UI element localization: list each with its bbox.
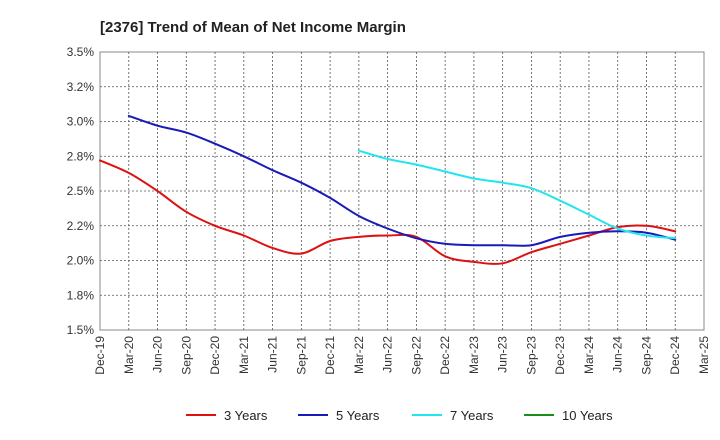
legend-label-5-years: 5 Years [336,408,380,423]
x-tick-label: Sep-20 [179,336,193,375]
x-tick-label: Sep-21 [294,336,308,375]
x-tick-label: Sep-24 [639,336,653,375]
series-line-5-years [127,114,677,247]
y-tick-label: 3.0% [67,115,95,129]
x-tick-label: Jun-23 [496,336,510,373]
x-tick-label: Mar-23 [467,336,481,374]
x-tick-label: Jun-22 [381,336,395,373]
x-tick-label: Dec-21 [323,336,337,375]
x-tick-label: Dec-23 [553,336,567,375]
series-line-7-years [357,149,677,240]
x-tick-label: Dec-19 [93,336,107,375]
y-tick-label: 2.0% [67,254,95,268]
grid-lines [100,52,704,330]
x-tick-label: Sep-22 [409,336,423,375]
y-tick-label: 1.5% [67,323,95,337]
series-lines [99,114,677,265]
legend-label-10-years: 10 Years [562,408,613,423]
legend-label-3-years: 3 Years [224,408,268,423]
x-tick-label: Dec-22 [438,336,452,375]
y-tick-label: 2.2% [67,219,95,233]
y-tick-label: 3.5% [67,45,95,59]
y-tick-label: 3.2% [67,80,95,94]
y-tick-label: 2.5% [67,184,95,198]
x-tick-label: Mar-24 [582,336,596,374]
legend: 3 Years 5 Years 7 Years 10 Years [186,408,613,423]
x-tick-label: Mar-21 [237,336,251,374]
x-tick-label: Dec-24 [668,336,682,375]
x-axis-ticks: Dec-19 Mar-20 Jun-20 Sep-20 Dec-20 Mar-21 Jun-… [93,336,711,375]
y-tick-label: 2.8% [67,149,95,163]
x-tick-label: Jun-21 [266,336,280,373]
series-line-3-years [99,159,677,265]
x-tick-label: Sep-23 [524,336,538,375]
y-axis-ticks: 1.5% 1.8% 2.0% 2.2% 2.5% 2.8% 3.0% 3.2% 3.5% [67,45,95,337]
y-tick-label: 1.8% [67,288,95,302]
x-tick-label: Dec-20 [208,336,222,375]
x-tick-label: Mar-20 [122,336,136,374]
legend-label-7-years: 7 Years [450,408,494,423]
x-tick-label: Mar-25 [697,336,711,374]
x-tick-label: Jun-24 [611,336,625,373]
chart-title: [2376] Trend of Mean of Net Income Margi… [100,19,406,36]
x-tick-label: Jun-20 [151,336,165,373]
x-tick-label: Mar-22 [352,336,366,374]
